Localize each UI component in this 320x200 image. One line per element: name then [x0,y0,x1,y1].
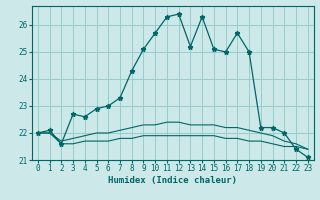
X-axis label: Humidex (Indice chaleur): Humidex (Indice chaleur) [108,176,237,185]
